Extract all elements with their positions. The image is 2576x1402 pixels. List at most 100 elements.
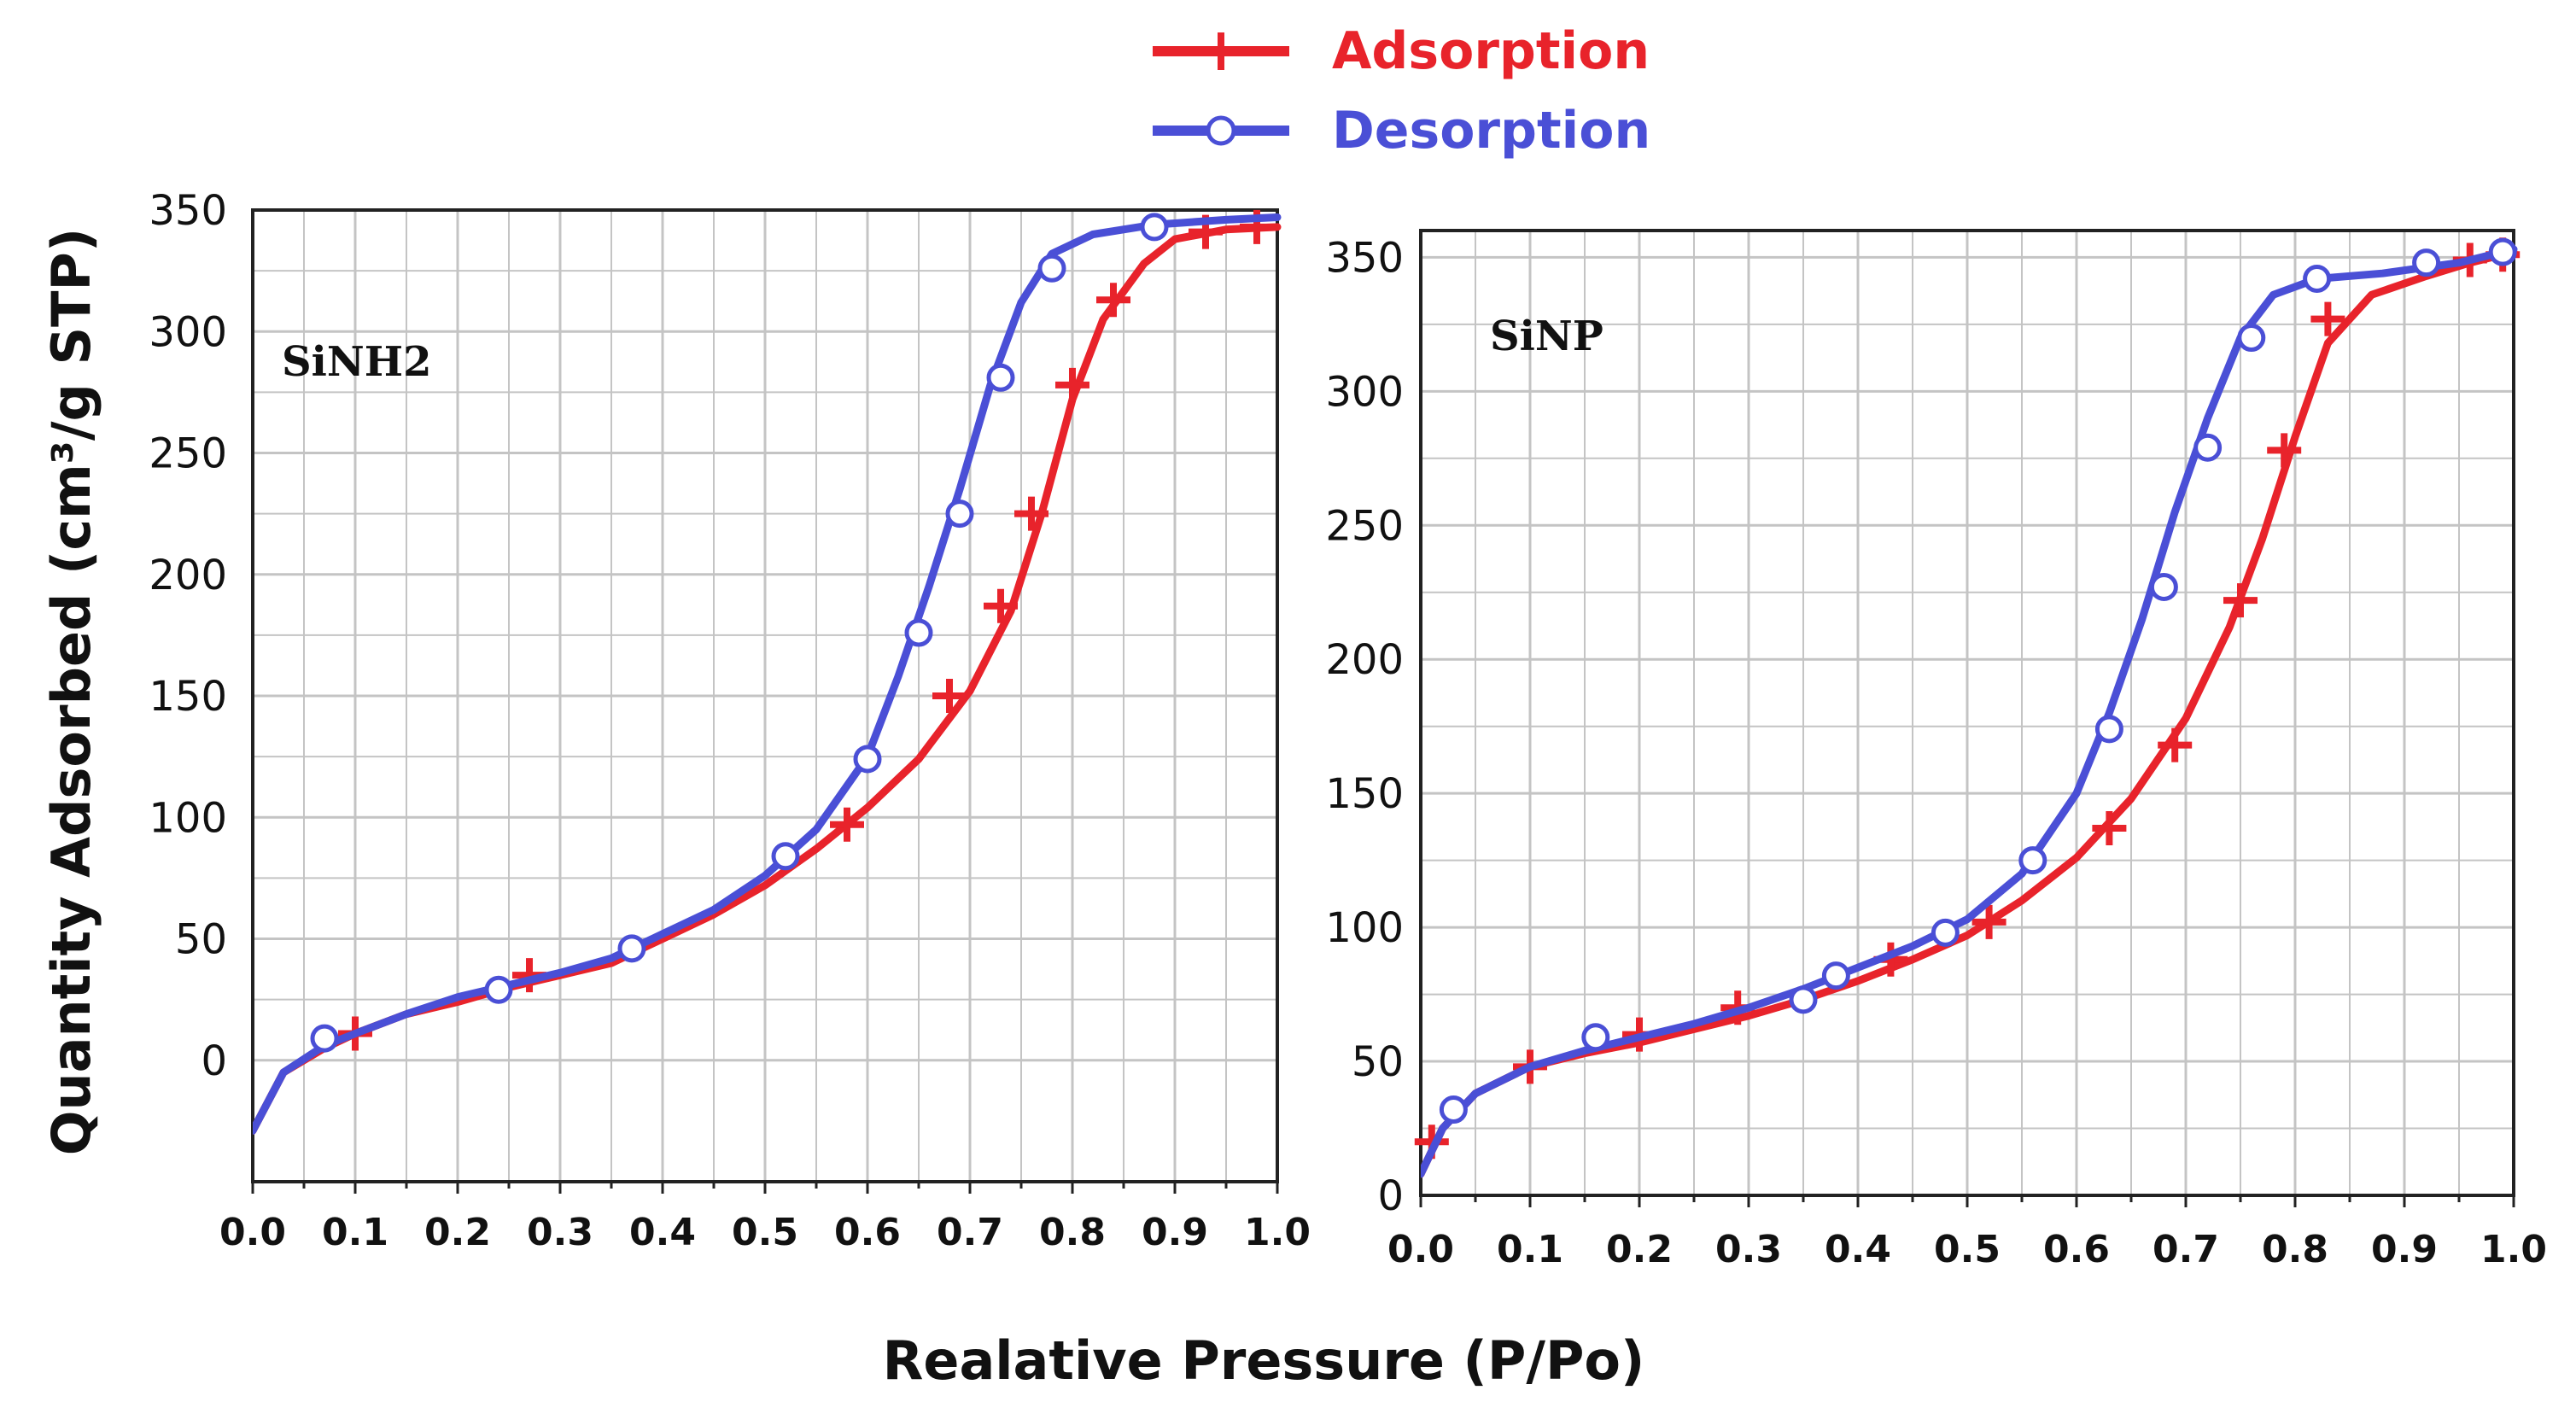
sinh2-desorption-markers bbox=[310, 213, 1169, 1053]
sinh2-y-tick-label: 50 bbox=[175, 916, 227, 964]
sinh2-adsorption-point bbox=[830, 807, 864, 842]
sinp-desorption-point bbox=[2412, 248, 2441, 277]
sinp-desorption-point bbox=[2018, 846, 2047, 875]
sinp-adsorption-point bbox=[2267, 433, 2302, 468]
legend-desorption-marker bbox=[1206, 115, 1236, 146]
legend: Adsorption Desorption bbox=[1153, 21, 1650, 161]
sinp-adsorption-point bbox=[2223, 583, 2258, 618]
sinp-x-tick-label: 0.8 bbox=[2262, 1228, 2328, 1271]
legend-desorption: Desorption bbox=[1153, 101, 1650, 161]
sinp-y-tick-label: 300 bbox=[1325, 368, 1404, 416]
sinh2-x-tick-label: 0.4 bbox=[629, 1211, 696, 1254]
sinh2-x-tick-label: 0.1 bbox=[322, 1211, 388, 1254]
sinh2-y-tick-label: 200 bbox=[149, 552, 227, 599]
sinp-desorption-point bbox=[1821, 961, 1850, 990]
sinh2-adsorption-point bbox=[1055, 367, 1089, 402]
sinh2-desorption-point bbox=[853, 745, 882, 774]
sinp-desorption-point bbox=[1789, 985, 1818, 1014]
sinp-desorption-line bbox=[1421, 245, 2518, 1178]
sinh2-desorption-point bbox=[945, 499, 974, 529]
sinh2-x-tick-label: 0.0 bbox=[219, 1211, 286, 1254]
sinh2-x-tick-marks bbox=[251, 1182, 1279, 1194]
sinp-x-tick-label: 0.9 bbox=[2371, 1228, 2438, 1271]
sinp-desorption-markers bbox=[1439, 237, 2517, 1125]
sinh2-desorption-point bbox=[986, 363, 1015, 392]
x-axis-title: Realative Pressure (P/Po) bbox=[883, 1329, 1645, 1392]
sinh2-desorption-point bbox=[771, 842, 800, 871]
sinh2-desorption-point bbox=[484, 975, 513, 1004]
sinp-x-tick-labels: 0.0 0.1 0.2 0.3 0.4 0.5 0.6 0.7 0.8 0.9 1.0 bbox=[1387, 1228, 2547, 1271]
sinh2-x-tick-label: 0.8 bbox=[1039, 1211, 1106, 1254]
sinh2-desorption-point bbox=[904, 618, 933, 647]
sinp-desorption-point bbox=[2237, 324, 2266, 353]
sinp-x-tick-marks bbox=[1419, 1195, 2515, 1207]
sinh2-x-tick-label: 1.0 bbox=[1244, 1211, 1311, 1254]
sinh2-x-tick-label: 0.7 bbox=[937, 1211, 1003, 1254]
sinh2-x-tick-labels: 0.0 0.1 0.2 0.3 0.4 0.5 0.6 0.7 0.8 0.9 1.0 bbox=[219, 1211, 1311, 1254]
sinp-y-tick-labels: 0 50 100 150 200 250 300 350 bbox=[1325, 234, 1404, 1220]
sinh2-y-tick-label: 100 bbox=[149, 794, 227, 842]
sinp-desorption-point bbox=[2303, 265, 2332, 293]
sinp-desorption-point bbox=[2094, 715, 2123, 744]
sinp-desorption-point bbox=[1581, 1023, 1610, 1052]
sinh2-adsorption-point bbox=[1096, 283, 1130, 318]
legend-adsorption-label: Adsorption bbox=[1332, 21, 1650, 81]
sinp-x-tick-label: 0.7 bbox=[2153, 1228, 2219, 1271]
sinp-y-tick-label: 0 bbox=[1377, 1172, 1404, 1220]
sinh2-adsorption-point bbox=[1014, 496, 1049, 531]
legend-desorption-circle-marker bbox=[1206, 115, 1236, 146]
sinh2-adsorption-point bbox=[984, 588, 1018, 623]
sinh2-y-tick-label: 300 bbox=[149, 308, 227, 356]
sinh2-panel-label: SiNH2 bbox=[282, 338, 432, 386]
sinp-desorption-series bbox=[1421, 245, 2518, 1178]
sinp-adsorption-point bbox=[2310, 301, 2345, 336]
sinp-x-tick-label: 0.2 bbox=[1606, 1228, 1673, 1271]
sinp-desorption-point bbox=[2488, 237, 2517, 266]
sinp-y-tick-label: 50 bbox=[1352, 1038, 1404, 1086]
sinp-x-tick-label: 0.3 bbox=[1715, 1228, 1782, 1271]
sinp-y-tick-label: 350 bbox=[1325, 234, 1404, 282]
sinh2-y-tick-label: 150 bbox=[149, 673, 227, 721]
sinp-desorption-point bbox=[1931, 918, 1960, 947]
sinp-desorption-point bbox=[2193, 433, 2223, 462]
sinp-x-tick-label: 1.0 bbox=[2480, 1228, 2547, 1271]
sinp-desorption-point bbox=[2149, 572, 2178, 601]
sinp-adsorption-point bbox=[2092, 810, 2127, 845]
sinp-y-tick-label: 150 bbox=[1325, 770, 1404, 818]
sinh2-x-tick-label: 0.3 bbox=[527, 1211, 593, 1254]
sinh2-desorption-point bbox=[617, 934, 646, 963]
sinp-panel-label: SiNP bbox=[1490, 313, 1603, 360]
sinp-x-tick-label: 0.4 bbox=[1825, 1228, 1891, 1271]
sinp-desorption-point bbox=[1439, 1095, 1468, 1125]
legend-adsorption: Adsorption bbox=[1153, 21, 1650, 81]
sinh2-x-tick-label: 0.6 bbox=[834, 1211, 901, 1254]
legend-desorption-label: Desorption bbox=[1332, 101, 1650, 161]
sinp-x-tick-label: 0.6 bbox=[2043, 1228, 2110, 1271]
sinh2-desorption-point bbox=[310, 1024, 339, 1053]
sinh2-adsorption-point bbox=[932, 679, 967, 713]
sinh2-y-tick-labels: 0 50 100 150 200 250 300 350 bbox=[149, 187, 227, 1085]
sinh2-x-tick-label: 0.9 bbox=[1142, 1211, 1208, 1254]
sinp-y-tick-label: 100 bbox=[1325, 904, 1404, 952]
sinp-adsorption-point bbox=[2158, 727, 2193, 762]
y-axis-title: Quantity Adsorbed (cm³/g STP) bbox=[40, 228, 102, 1155]
sinp-x-tick-label: 0.5 bbox=[1934, 1228, 2001, 1271]
sinp-x-tick-label: 0.0 bbox=[1387, 1228, 1454, 1271]
sinp-x-tick-label: 0.1 bbox=[1497, 1228, 1563, 1271]
legend-adsorption-plus-marker bbox=[1202, 32, 1240, 70]
sinp-adsorption-point bbox=[1971, 904, 2006, 939]
sinh2-x-tick-label: 0.5 bbox=[732, 1211, 798, 1254]
sinh2-y-tick-label: 350 bbox=[149, 187, 227, 235]
sinh2-y-tick-label: 250 bbox=[149, 430, 227, 478]
sinh2-adsorption-markers bbox=[338, 209, 1274, 1051]
sinp-y-tick-label: 250 bbox=[1325, 502, 1404, 550]
sinp-y-tick-label: 200 bbox=[1325, 636, 1404, 684]
sinh2-y-tick-label: 0 bbox=[201, 1037, 227, 1085]
sinh2-desorption-point bbox=[1037, 254, 1066, 283]
legend-adsorption-marker bbox=[1202, 32, 1240, 70]
sinh2-x-tick-label: 0.2 bbox=[424, 1211, 491, 1254]
sinh2-desorption-point bbox=[1140, 213, 1169, 242]
